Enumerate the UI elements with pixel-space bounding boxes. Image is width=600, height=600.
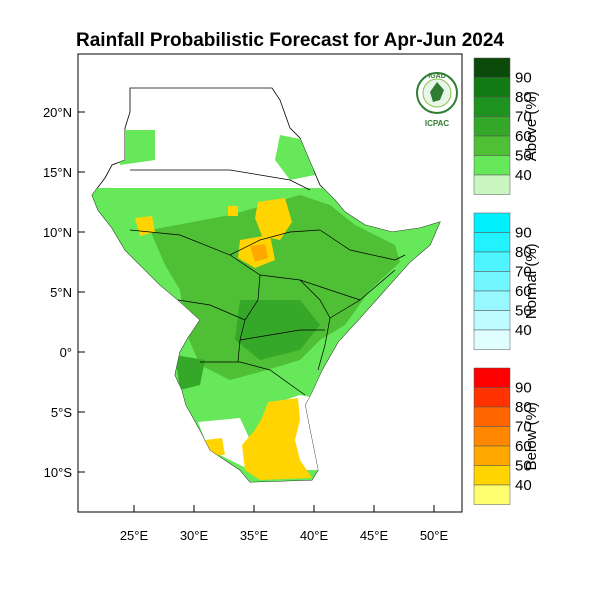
colorbar-tick-label: 90	[515, 225, 532, 242]
colorbar-tick-label: 70	[515, 264, 532, 281]
lat-label: 5°N	[50, 285, 72, 300]
colorbar-swatch	[473, 406, 511, 427]
icpac-logo: IGAD ICPAC	[416, 72, 458, 128]
colorbar-tick-label: 50	[515, 148, 532, 165]
colorbar-tick-label: 60	[515, 438, 532, 455]
lat-ticks: 20°N 15°N 10°N 5°N 0° 5°S 10°S	[43, 105, 85, 480]
colorbar-tick-label: 70	[515, 419, 532, 436]
lon-label: 30°E	[180, 528, 209, 543]
colorbar-swatch	[473, 329, 511, 350]
lat-label: 0°	[60, 345, 72, 360]
lat-label: 5°S	[51, 405, 72, 420]
colorbar-tick-label: 80	[515, 399, 532, 416]
colorbar-swatch	[473, 135, 511, 156]
colorbar-below: 90 80 70 60 50 40 Below (%)	[473, 367, 540, 505]
colorbar-swatch	[473, 484, 511, 505]
colorbar-swatch	[473, 57, 511, 78]
below-50-area	[242, 398, 312, 480]
logo-top-text: IGAD	[428, 73, 446, 80]
colorbar-tick-label: 80	[515, 89, 532, 106]
colorbar-swatch	[473, 96, 511, 117]
lon-label: 45°E	[360, 528, 389, 543]
map-emblem-icon	[430, 82, 444, 102]
country-borders	[129, 169, 406, 396]
colorbar-swatch	[473, 310, 511, 331]
logo-bottom-text: ICPAC	[425, 119, 450, 128]
colorbar-above: 90 80 70 60 50 40 Above (%)	[473, 57, 540, 195]
above-60-lake-area	[175, 355, 205, 390]
lat-label: 10°S	[44, 465, 73, 480]
colorbar-swatch	[473, 155, 511, 176]
lat-label: 10°N	[43, 225, 72, 240]
colorbar-tick-label: 40	[515, 167, 532, 184]
colorbar-normal: 90 80 70 60 50 40 Normal (%)	[473, 212, 540, 350]
colorbar-swatch	[473, 251, 511, 272]
colorbar-tick-label: 60	[515, 128, 532, 145]
colorbar-tick-label: 50	[515, 458, 532, 475]
lon-label: 25°E	[120, 528, 149, 543]
colorbar-swatch	[473, 77, 511, 98]
above-40-patch-north	[120, 130, 155, 165]
colorbar-swatch	[473, 116, 511, 137]
chart-title: Rainfall Probabilistic Forecast for Apr-…	[76, 30, 504, 51]
below-50-patch-sudan	[255, 198, 292, 240]
colorbar-tick-label: 90	[515, 70, 532, 87]
colorbar-tick-label: 90	[515, 380, 532, 397]
colorbar-swatch	[473, 445, 511, 466]
colorbar-tick-label: 80	[515, 244, 532, 261]
colorbar-swatch	[473, 290, 511, 311]
colorbar-tick-label: 50	[515, 303, 532, 320]
colorbar-swatch	[473, 271, 511, 292]
lat-label: 15°N	[43, 165, 72, 180]
lon-label: 35°E	[240, 528, 269, 543]
colorbar-tick-label: 70	[515, 109, 532, 126]
colorbar-swatch	[473, 174, 511, 195]
colorbars: 90 80 70 60 50 40 Above (%) 90 80 70 60 50 40 Normal …	[473, 57, 540, 505]
colorbar-swatch	[473, 387, 511, 408]
below-50-patch-small	[228, 206, 238, 216]
colorbar-title: Normal (%)	[523, 243, 540, 319]
colorbar-swatch	[473, 212, 511, 233]
colorbar-swatch	[473, 367, 511, 388]
colorbar-swatch	[473, 465, 511, 486]
below-60-patch-southsudan	[250, 244, 268, 262]
colorbar-title: Above (%)	[523, 91, 540, 161]
colorbar-title: Below (%)	[523, 402, 540, 470]
colorbar-tick-label: 40	[515, 322, 532, 339]
lon-ticks: 25°E 30°E 35°E 40°E 45°E 50°E	[120, 505, 449, 543]
colorbar-tick-label: 40	[515, 477, 532, 494]
colorbar-swatch	[473, 232, 511, 253]
colorbar-tick-label: 60	[515, 283, 532, 300]
above-60-area	[235, 300, 320, 360]
no-signal-area-southwest	[198, 418, 250, 470]
colorbar-swatch	[473, 426, 511, 447]
lon-label: 50°E	[420, 528, 449, 543]
lon-label: 40°E	[300, 528, 329, 543]
lat-label: 20°N	[43, 105, 72, 120]
